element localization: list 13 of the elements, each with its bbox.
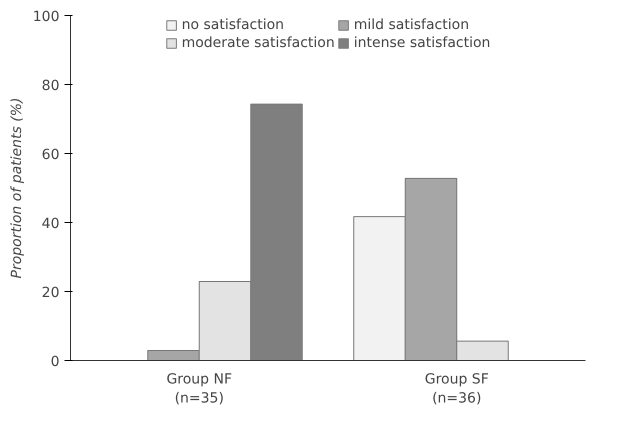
y-tick-label: 80	[42, 78, 60, 94]
y-axis-title: Proportion of patients (%)	[8, 98, 25, 278]
x-tick-label: Group NF (n=35)	[166, 372, 232, 407]
y-tick-label: 40	[42, 216, 60, 232]
y-tick-label: 100	[32, 9, 60, 25]
y-tick-label: 0	[50, 354, 60, 370]
legend-label: mild satisfaction	[354, 17, 470, 33]
legend-label: intense satisfaction	[354, 35, 490, 51]
legend-label: no satisfaction	[182, 17, 284, 33]
x-tick-label: Group SF (n=36)	[424, 372, 489, 407]
legend-label: moderate satisfaction	[182, 35, 335, 51]
y-tick-label: 60	[42, 147, 60, 163]
y-tick-label: 20	[42, 285, 60, 301]
